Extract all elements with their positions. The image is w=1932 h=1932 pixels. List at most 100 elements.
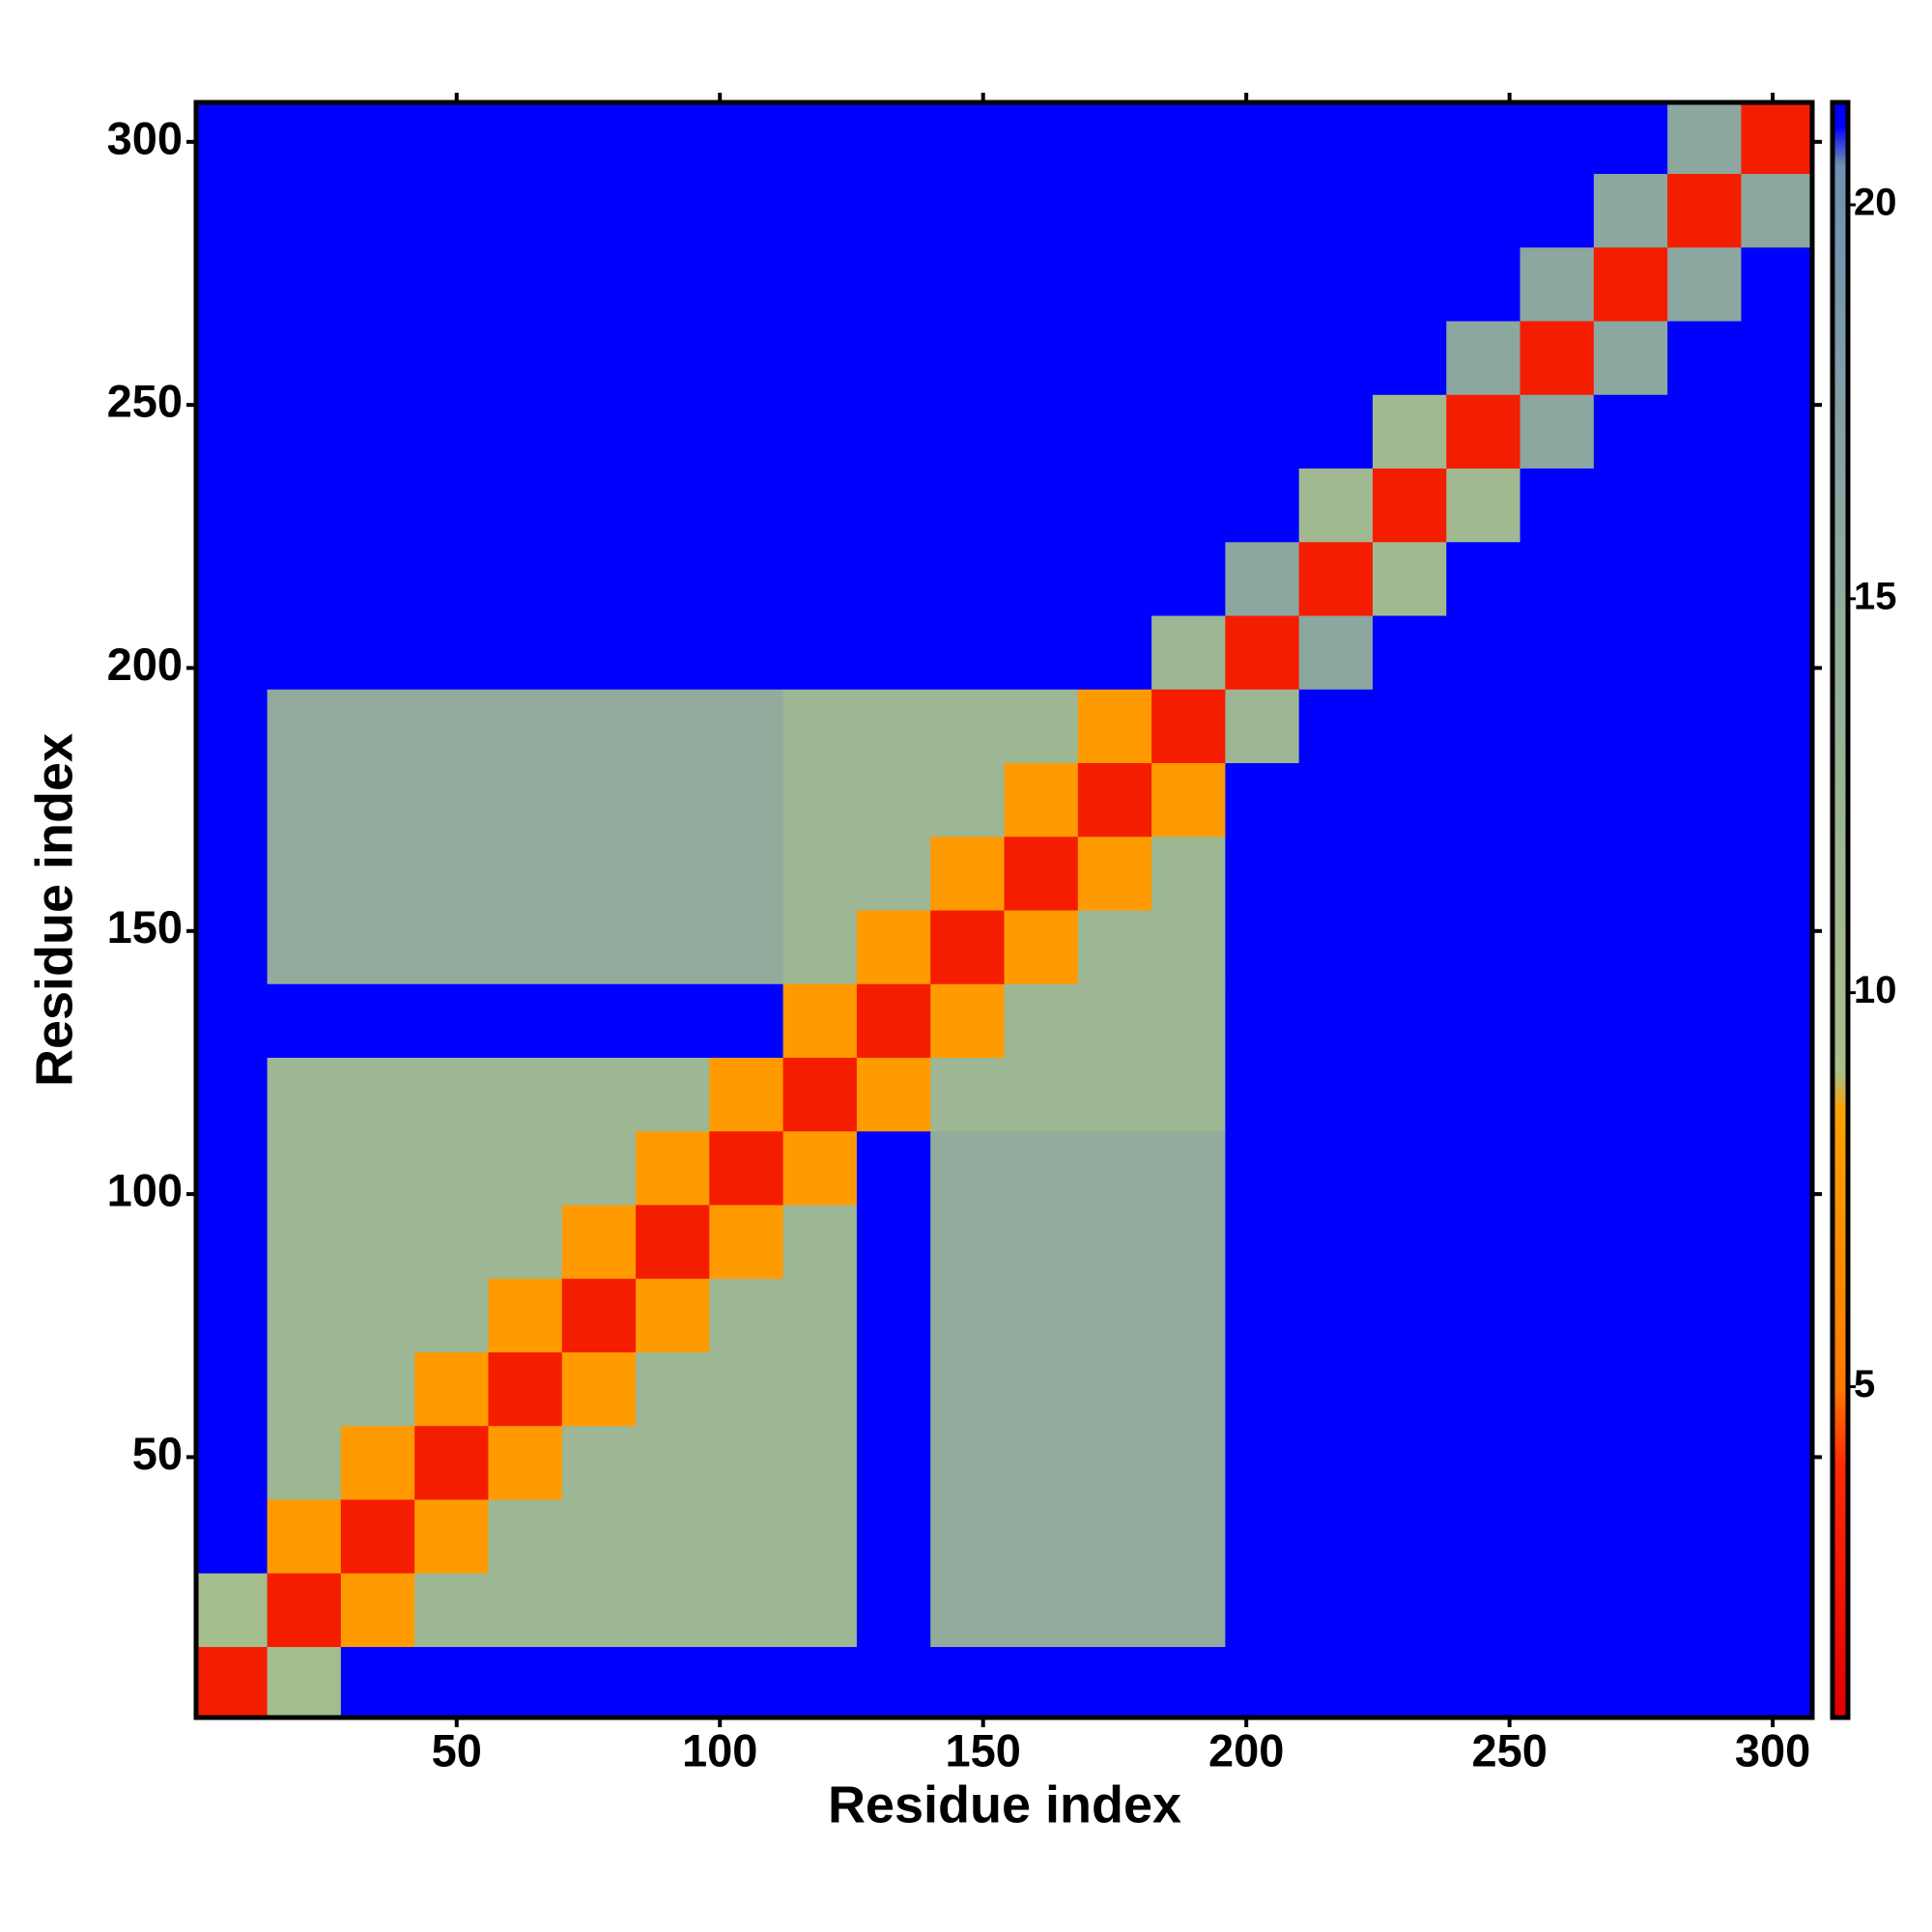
heatmap-cell	[1225, 1278, 1300, 1352]
heatmap-cell	[267, 1573, 342, 1647]
heatmap-cell	[196, 1573, 269, 1647]
heatmap-cell	[340, 1278, 415, 1352]
heatmap-cell	[1004, 1204, 1079, 1279]
heatmap-cell	[1593, 173, 1668, 248]
heatmap-cell	[930, 246, 1005, 322]
heatmap-cell	[1225, 1351, 1300, 1427]
heatmap-cell	[1077, 1278, 1152, 1352]
heatmap-cell	[782, 762, 858, 838]
heatmap-cell	[709, 246, 784, 322]
heatmap-cell	[561, 1204, 637, 1279]
heatmap-cell	[1225, 246, 1300, 322]
heatmap-cell	[1151, 102, 1226, 175]
heatmap-cell	[636, 689, 710, 764]
heatmap-cell	[930, 910, 1005, 984]
heatmap-cell	[1372, 173, 1447, 248]
heatmap-cell	[1151, 246, 1226, 322]
heatmap-cell	[1151, 836, 1226, 911]
heatmap-cell	[267, 1646, 342, 1718]
heatmap-cell	[1520, 1057, 1595, 1132]
heatmap-cell	[1667, 102, 1742, 175]
heatmap-cell	[1372, 1130, 1447, 1206]
heatmap-cell	[340, 910, 415, 984]
heatmap-cell	[1667, 689, 1742, 764]
heatmap-cell	[1004, 1278, 1079, 1352]
heatmap-cell	[561, 1498, 637, 1574]
heatmap-cell	[561, 615, 637, 690]
colorbar-tick-label: 15	[1854, 575, 1897, 617]
heatmap-cell	[636, 1573, 710, 1647]
heatmap-cell	[561, 983, 637, 1058]
heatmap-cell	[782, 541, 858, 616]
heatmap-cell	[636, 1425, 710, 1500]
heatmap-cell	[561, 836, 637, 911]
heatmap-cell	[1446, 836, 1521, 911]
heatmap-cell	[340, 1573, 415, 1647]
heatmap-cell	[1446, 394, 1521, 469]
heatmap-cell	[488, 246, 563, 322]
heatmap-cell	[561, 1351, 637, 1427]
heatmap-cell	[1741, 1646, 1812, 1718]
heatmap-cell	[1225, 1204, 1300, 1279]
heatmap-cell	[1298, 1130, 1374, 1206]
heatmap-cell	[1225, 468, 1300, 543]
heatmap-cell	[1520, 468, 1595, 543]
x-tick-label: 250	[1471, 1724, 1547, 1776]
heatmap-cell	[1593, 541, 1668, 616]
heatmap-cell	[636, 246, 710, 322]
heatmap-cell	[414, 468, 489, 543]
heatmap-cell	[1593, 836, 1668, 911]
heatmap-cell	[561, 246, 637, 322]
heatmap-cell	[414, 836, 489, 911]
heatmap-cell	[1225, 394, 1300, 469]
heatmap-cell	[930, 1204, 1005, 1279]
heatmap-cell	[782, 1646, 858, 1718]
heatmap-cell	[1667, 983, 1742, 1058]
heatmap-cell	[1667, 1130, 1742, 1206]
heatmap-cell	[782, 836, 858, 911]
heatmap-cell	[1077, 1130, 1152, 1206]
heatmap-cell	[414, 1646, 489, 1718]
heatmap-cell	[1004, 102, 1079, 175]
heatmap-cell	[340, 1204, 415, 1279]
heatmap-cell	[1593, 762, 1668, 838]
heatmap-cell	[636, 394, 710, 469]
heatmap-cell	[1004, 1425, 1079, 1500]
heatmap-cell	[636, 541, 710, 616]
heatmap-cell	[196, 1425, 269, 1500]
heatmap-cell	[488, 173, 563, 248]
heatmap-cell	[1151, 1057, 1226, 1132]
heatmap-cell	[1225, 910, 1300, 984]
heatmap-cell	[1741, 468, 1812, 543]
heatmap-cell	[930, 173, 1005, 248]
heatmap-cell	[1520, 102, 1595, 175]
heatmap-cell	[1667, 1646, 1742, 1718]
heatmap-cell	[1298, 468, 1374, 543]
heatmap-cell	[1151, 1204, 1226, 1279]
heatmap-cell	[340, 541, 415, 616]
heatmap-cell	[1151, 1278, 1226, 1352]
heatmap-cell	[1225, 689, 1300, 764]
heatmap-cell	[1004, 541, 1079, 616]
heatmap-cell	[856, 1351, 931, 1427]
heatmap-cell	[1298, 615, 1374, 690]
heatmap-cell	[1298, 1057, 1374, 1132]
colorbar	[1830, 99, 1851, 1720]
heatmap-cell	[1741, 246, 1812, 322]
heatmap-cell	[267, 910, 342, 984]
colorbar-tick-label: 20	[1854, 182, 1897, 224]
heatmap-cell	[1667, 762, 1742, 838]
heatmap-cell	[414, 321, 489, 395]
heatmap-cell	[1372, 1498, 1447, 1574]
heatmap-cell	[196, 1057, 269, 1132]
x-tick-label: 300	[1735, 1724, 1810, 1776]
heatmap-cell	[340, 689, 415, 764]
heatmap-cell	[636, 983, 710, 1058]
heatmap-cell	[1298, 321, 1374, 395]
heatmap-cell	[1520, 910, 1595, 984]
heatmap-cell	[340, 1425, 415, 1500]
heatmap-cell	[856, 762, 931, 838]
heatmap-cell	[414, 762, 489, 838]
heatmap-cell	[1372, 910, 1447, 984]
heatmap-cell	[782, 1498, 858, 1574]
